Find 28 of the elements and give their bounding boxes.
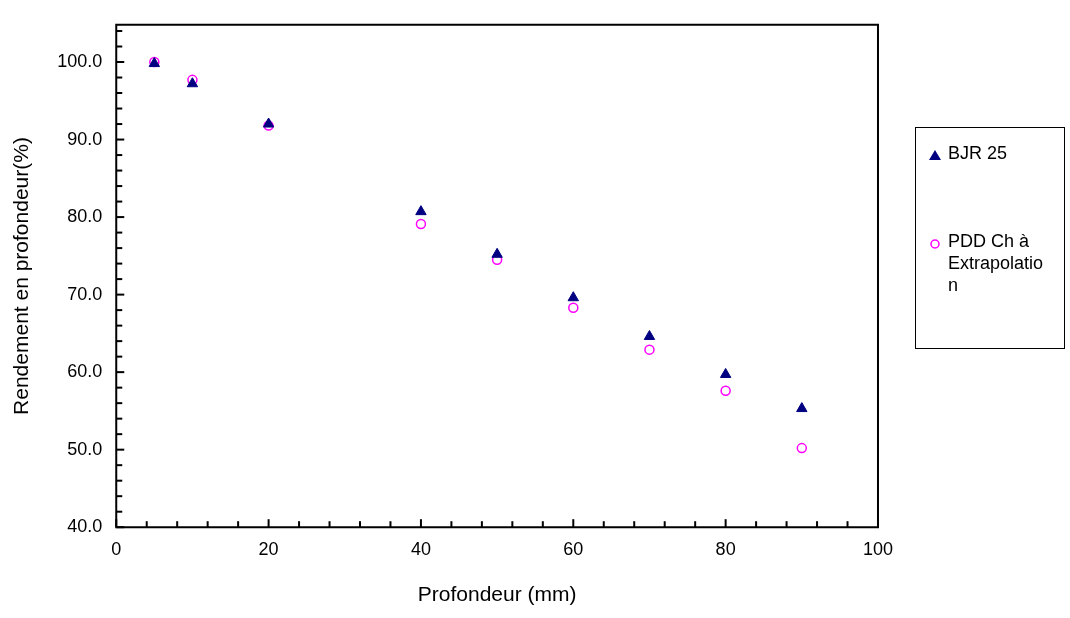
point <box>567 291 579 302</box>
point <box>643 329 656 340</box>
y-tick-label: 80.0 <box>67 206 103 227</box>
point <box>719 367 732 378</box>
x-tick-label: 0 <box>111 538 122 559</box>
y-tick-label: 70.0 <box>67 283 103 304</box>
x-tick-label: 40 <box>410 538 431 559</box>
x-tick-label: 20 <box>258 538 279 559</box>
point <box>796 402 808 413</box>
y-tick-label: 50.0 <box>67 438 103 459</box>
point <box>720 385 731 396</box>
legend-label: BJR 25 <box>948 142 1009 164</box>
point <box>415 205 427 216</box>
point <box>644 344 655 355</box>
y-tick-label: 40.0 <box>67 516 103 537</box>
point <box>491 247 503 258</box>
point <box>415 218 427 230</box>
y-axis-title: Rendement en profondeur(%) <box>9 137 33 415</box>
x-tick-label: 60 <box>563 538 584 559</box>
y-tick-label: 90.0 <box>67 128 103 149</box>
x-tick-label: 80 <box>715 538 736 559</box>
point <box>796 442 808 454</box>
legend-label: PDD Ch à Extrapolation <box>948 230 1045 296</box>
x-tick-label: 100 <box>862 538 894 559</box>
x-axis-title: Profondeur (mm) <box>417 582 577 606</box>
point <box>568 302 579 314</box>
y-tick-label: 100.0 <box>57 50 103 71</box>
y-tick-label: 60.0 <box>67 361 103 382</box>
